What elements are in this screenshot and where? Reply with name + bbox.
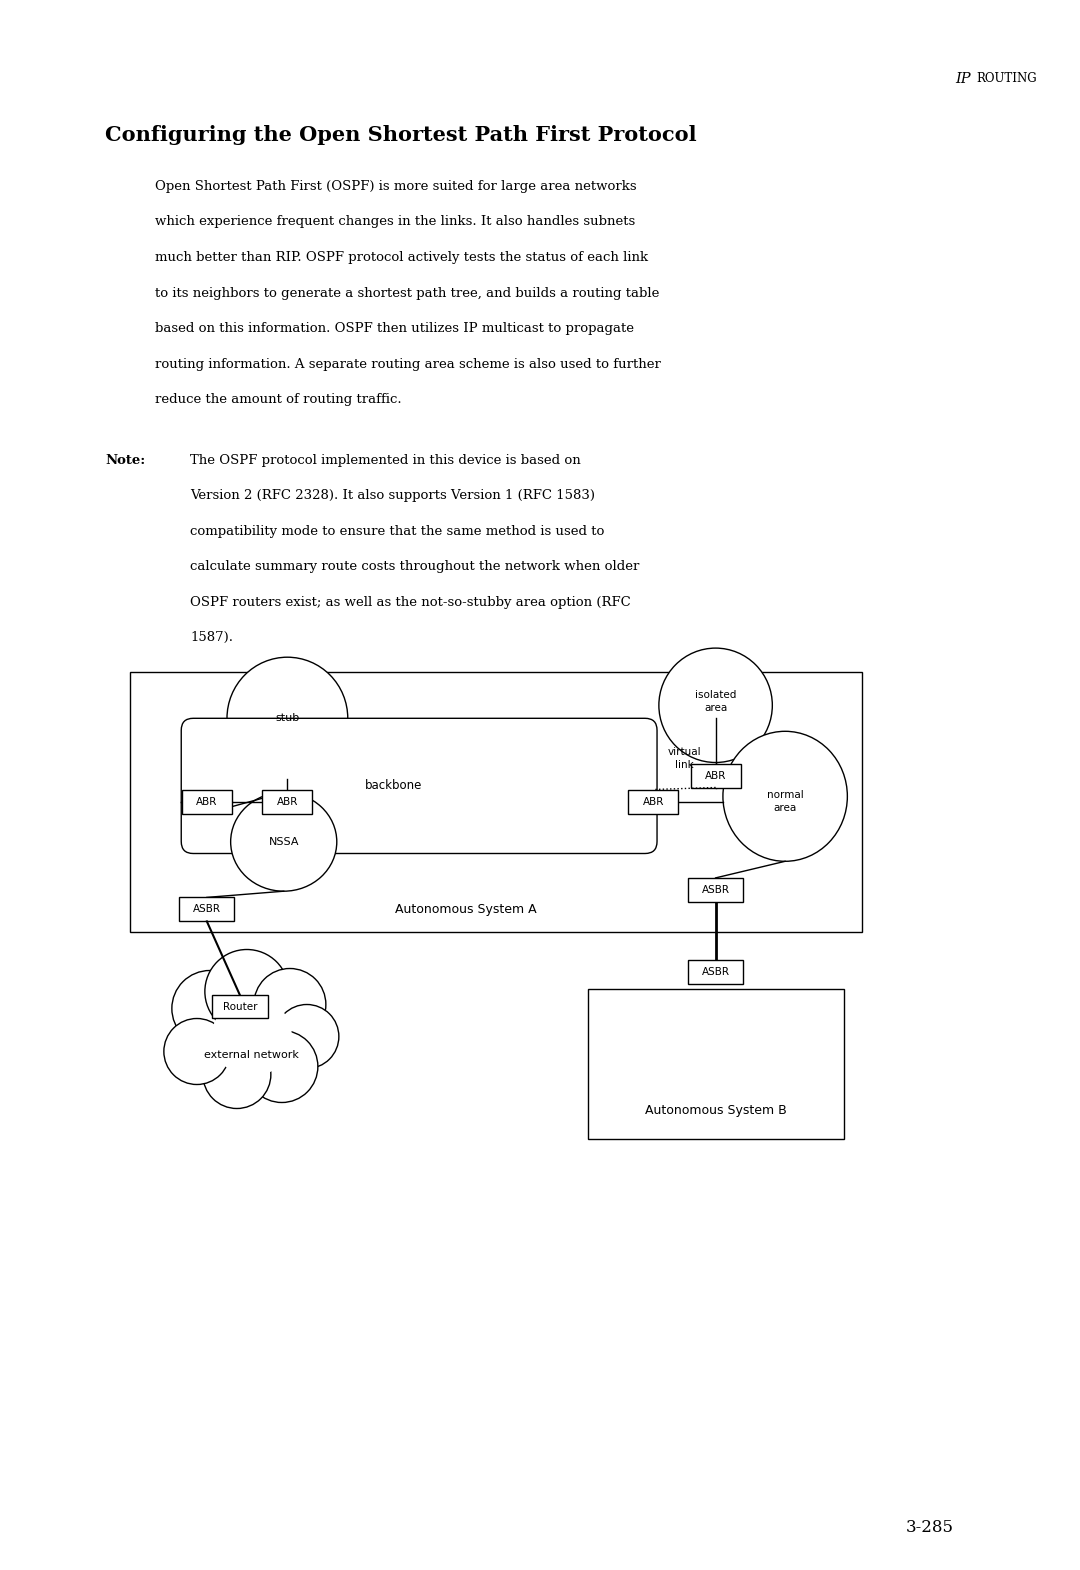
- Text: Note:: Note:: [105, 454, 145, 466]
- Text: ABR: ABR: [276, 796, 298, 807]
- FancyBboxPatch shape: [181, 719, 657, 854]
- Text: stub: stub: [275, 713, 299, 724]
- Text: to its neighbors to generate a shortest path tree, and builds a routing table: to its neighbors to generate a shortest …: [156, 286, 660, 300]
- Text: calculate summary route costs throughout the network when older: calculate summary route costs throughout…: [190, 560, 639, 573]
- FancyBboxPatch shape: [690, 763, 741, 788]
- Text: Version 2 (RFC 2328). It also supports Version 1 (RFC 1583): Version 2 (RFC 2328). It also supports V…: [190, 488, 595, 502]
- Circle shape: [274, 1005, 339, 1069]
- FancyBboxPatch shape: [181, 790, 232, 813]
- Text: ASBR: ASBR: [193, 904, 221, 914]
- Ellipse shape: [227, 658, 348, 779]
- Text: Configuring the Open Shortest Path First Protocol: Configuring the Open Shortest Path First…: [105, 126, 697, 144]
- Text: Autonomous System B: Autonomous System B: [645, 1104, 786, 1116]
- Circle shape: [212, 997, 292, 1077]
- FancyBboxPatch shape: [629, 790, 678, 813]
- Text: Router: Router: [222, 1002, 257, 1011]
- Text: 3-285: 3-285: [906, 1520, 954, 1537]
- Text: virtual
link: virtual link: [669, 747, 702, 769]
- Text: ABR: ABR: [705, 771, 726, 780]
- Circle shape: [164, 1019, 230, 1085]
- FancyBboxPatch shape: [262, 790, 312, 813]
- Text: ASBR: ASBR: [702, 885, 730, 895]
- Text: OSPF routers exist; as well as the not-so-stubby area option (RFC: OSPF routers exist; as well as the not-s…: [190, 595, 631, 609]
- Text: ABR: ABR: [197, 796, 217, 807]
- Circle shape: [254, 969, 326, 1041]
- Text: reduce the amount of routing traffic.: reduce the amount of routing traffic.: [156, 392, 402, 407]
- FancyBboxPatch shape: [688, 959, 743, 983]
- Text: The OSPF protocol implemented in this device is based on: The OSPF protocol implemented in this de…: [190, 454, 581, 466]
- Text: normal
area: normal area: [767, 790, 804, 813]
- Text: compatibility mode to ensure that the same method is used to: compatibility mode to ensure that the sa…: [190, 524, 605, 537]
- Text: ABR: ABR: [643, 796, 664, 807]
- FancyBboxPatch shape: [212, 995, 268, 1017]
- FancyBboxPatch shape: [688, 878, 743, 901]
- Text: 1587).: 1587).: [190, 631, 233, 644]
- Circle shape: [172, 970, 248, 1047]
- Text: Open Shortest Path First (OSPF) is more suited for large area networks: Open Shortest Path First (OSPF) is more …: [156, 181, 636, 193]
- Ellipse shape: [723, 732, 848, 862]
- Circle shape: [203, 1041, 271, 1108]
- Ellipse shape: [659, 648, 772, 763]
- Text: isolated
area: isolated area: [694, 691, 737, 713]
- FancyBboxPatch shape: [130, 672, 862, 931]
- Text: much better than RIP. OSPF protocol actively tests the status of each link: much better than RIP. OSPF protocol acti…: [156, 251, 648, 264]
- Text: routing information. A separate routing area scheme is also used to further: routing information. A separate routing …: [156, 358, 661, 371]
- Text: Autonomous System A: Autonomous System A: [395, 903, 537, 915]
- FancyBboxPatch shape: [588, 989, 843, 1138]
- Text: IP: IP: [955, 72, 975, 86]
- FancyBboxPatch shape: [179, 898, 234, 922]
- Text: which experience frequent changes in the links. It also handles subnets: which experience frequent changes in the…: [156, 215, 635, 229]
- Circle shape: [246, 1030, 318, 1102]
- Text: external network: external network: [204, 1049, 299, 1060]
- Text: ROUTING: ROUTING: [976, 72, 1037, 85]
- Text: backbone: backbone: [365, 779, 422, 793]
- Circle shape: [205, 950, 288, 1033]
- Text: based on this information. OSPF then utilizes IP multicast to propagate: based on this information. OSPF then uti…: [156, 322, 634, 334]
- Ellipse shape: [231, 793, 337, 892]
- Text: NSSA: NSSA: [269, 837, 299, 846]
- Text: ASBR: ASBR: [702, 967, 730, 977]
